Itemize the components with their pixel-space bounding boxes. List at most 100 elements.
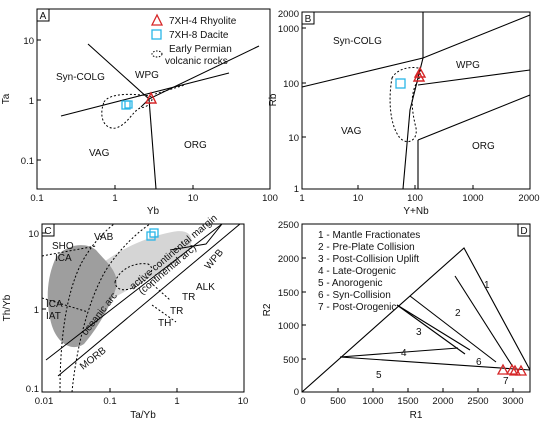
legend-dacite-label: 7XH-8 Dacite bbox=[169, 30, 229, 41]
panel-b-xtick-2: 100 bbox=[407, 193, 423, 204]
panel-d-xlabel: R1 bbox=[410, 410, 423, 421]
panel-d-legend-1: 1 - Mantle Fractionates bbox=[318, 230, 420, 241]
panel-d-tick-marks bbox=[302, 257, 514, 392]
panel-b-ytick-2: 100 bbox=[283, 79, 299, 90]
panel-d-outer-boundary bbox=[301, 247, 531, 393]
panel-a-xtick-0: 0.1 bbox=[30, 193, 43, 204]
panel-c-xlabel: Ta/Yb bbox=[130, 410, 156, 421]
panel-c-ylabel: Th/Yb bbox=[2, 294, 13, 321]
panel-c-dotted-tr bbox=[149, 281, 171, 301]
panel-a-tick-marks bbox=[36, 39, 194, 189]
panel-c-field-ica: ICA bbox=[46, 299, 63, 310]
panel-d-rhyolite-marker bbox=[505, 363, 519, 375]
panel-a-xlabel: Yb bbox=[147, 206, 160, 217]
panel-c-xtick-2: 1 bbox=[174, 396, 179, 407]
legend-permian-label-2: volcanic rocks bbox=[165, 56, 228, 67]
panel-b-xtick-3: 1000 bbox=[462, 193, 483, 204]
panel-d-letter-box bbox=[517, 223, 531, 237]
legend-permian-icon bbox=[151, 50, 163, 58]
panel-a-letter: A bbox=[40, 11, 47, 22]
panel-d-frame bbox=[301, 223, 531, 393]
panel-d-legend: 1 - Mantle Fractionates 2 - Pre-Plate Co… bbox=[318, 230, 420, 313]
panel-b-xtick-4: 2000 bbox=[518, 193, 539, 204]
panel-b-tick-marks bbox=[302, 27, 474, 189]
panel-d-field-7: 7 bbox=[503, 376, 509, 387]
panel-c-xtick-1: 0.1 bbox=[103, 396, 116, 407]
panel-a-boundary-lower bbox=[60, 72, 230, 117]
panel-b-ytick-1: 1000 bbox=[278, 24, 299, 35]
panel-d-legend-4: 4 - Late-Orogenic bbox=[318, 266, 396, 277]
panel-b-field-syn-colg: Syn-COLG bbox=[333, 36, 382, 47]
panel-a-legend: 7XH-4 Rhyolite 7XH-8 Dacite Early Permia… bbox=[150, 13, 237, 67]
panel-d: 1 2 3 4 5 6 7 1 - Mantle Fractionates 2 … bbox=[262, 220, 531, 421]
panel-c-field-alk: ALK bbox=[196, 282, 215, 293]
panel-a-boundary-vertical bbox=[148, 98, 157, 190]
panel-c-field-iat: IAT bbox=[46, 311, 61, 322]
panel-a-permian-field bbox=[101, 93, 153, 129]
panel-a-field-vag: VAG bbox=[89, 148, 110, 159]
panel-b-xlabel: Y+Nb bbox=[403, 206, 429, 217]
panel-b-frame bbox=[301, 11, 531, 190]
panel-c-dotted-sho bbox=[42, 245, 97, 257]
panel-c-dotted-ica bbox=[59, 224, 115, 392]
panel-a-xtick-3: 100 bbox=[262, 193, 278, 204]
panel-d-legend-5: 5 - Anorogenic bbox=[318, 278, 383, 289]
panel-d-legend-2: 2 - Pre-Plate Collision bbox=[318, 242, 415, 253]
panel-c-dacite-marker bbox=[149, 228, 159, 238]
panel-d-ytick-2: 1500 bbox=[278, 288, 299, 299]
panel-c-wpb-boundary bbox=[169, 224, 223, 251]
panel-c-field-th: TH bbox=[158, 318, 171, 329]
legend-rhyolite-icon bbox=[150, 13, 164, 26]
panel-d-xtick-6: 3000 bbox=[502, 396, 523, 407]
panel-c: SHO ICA VAB ICA IAT oceanic arc active c… bbox=[2, 213, 248, 421]
panel-b-dacite-marker bbox=[395, 78, 406, 89]
panel-c-dotted-iat bbox=[71, 224, 151, 392]
panel-d-boundary-3-6 bbox=[396, 304, 471, 351]
panel-b-boundary-vertical bbox=[402, 57, 424, 190]
panel-d-xtick-4: 2000 bbox=[432, 396, 453, 407]
panel-c-letter: C bbox=[44, 226, 51, 237]
panel-b-ytick-3: 10 bbox=[288, 133, 299, 144]
panel-d-field-3: 3 bbox=[416, 327, 422, 338]
panel-d-legend-7: 7 - Post-Orogenic bbox=[318, 302, 396, 313]
panel-b-xtick-0: 1 bbox=[299, 193, 304, 204]
panel-a-ytick-0: 10 bbox=[23, 36, 34, 47]
panel-a-rhyolite-marker bbox=[144, 91, 158, 104]
panel-b-field-org: ORG bbox=[472, 141, 495, 152]
panel-b-ytick-4: 1 bbox=[294, 184, 299, 195]
panel-d-xtick-0: 0 bbox=[300, 396, 305, 407]
panel-b-letter: B bbox=[305, 14, 312, 25]
panel-b-letter-box bbox=[301, 11, 315, 25]
panel-c-ytick-0: 10 bbox=[28, 229, 39, 240]
panel-a-ytick-1: 1 bbox=[29, 96, 34, 107]
panel-d-field-6: 6 bbox=[476, 357, 482, 368]
panel-c-permian-field bbox=[114, 263, 153, 291]
panel-c-mantle-array-lower bbox=[57, 224, 241, 377]
panel-d-legend-3: 3 - Post-Collision Uplift bbox=[318, 254, 419, 265]
legend-permian-label-1: Early Permian bbox=[169, 44, 232, 55]
legend-rhyolite-label: 7XH-4 Rhyolite bbox=[169, 16, 237, 27]
panel-c-field-vab: VAB bbox=[94, 232, 114, 243]
panel-c-ytick-1: 1 bbox=[34, 305, 39, 316]
panel-d-rhyolite-marker bbox=[496, 363, 510, 375]
panel-a-field-wpg: WPG bbox=[135, 70, 159, 81]
panel-d-letter: D bbox=[520, 226, 527, 237]
panel-c-field-tr-1: TR bbox=[182, 292, 195, 303]
panel-a: Syn-COLG WPG VAG ORG 7XH-4 Rhyolite 7XH-… bbox=[1, 8, 278, 217]
panel-b-rhyolite-marker bbox=[412, 70, 426, 82]
panel-a-field-syn-colg: Syn-COLG bbox=[56, 72, 105, 83]
panel-b-field-vag: VAG bbox=[341, 126, 362, 137]
panel-d-rhyolite-marker bbox=[508, 364, 522, 376]
panel-d-xtick-2: 1000 bbox=[362, 396, 383, 407]
panel-d-field-2: 2 bbox=[455, 308, 461, 319]
panel-d-field-1: 1 bbox=[484, 280, 490, 291]
panel-d-boundary-5-7 bbox=[339, 356, 531, 371]
panel-b-ytick-0: 2000 bbox=[278, 9, 299, 20]
panel-c-oceanic-arc-field bbox=[47, 245, 117, 348]
panel-d-field-4: 4 bbox=[401, 348, 407, 359]
panel-d-ytick-0: 2500 bbox=[278, 220, 299, 231]
legend-dacite-icon bbox=[151, 29, 162, 40]
panel-c-tick-marks bbox=[42, 232, 178, 392]
panel-b-boundary-orb bbox=[417, 69, 531, 86]
